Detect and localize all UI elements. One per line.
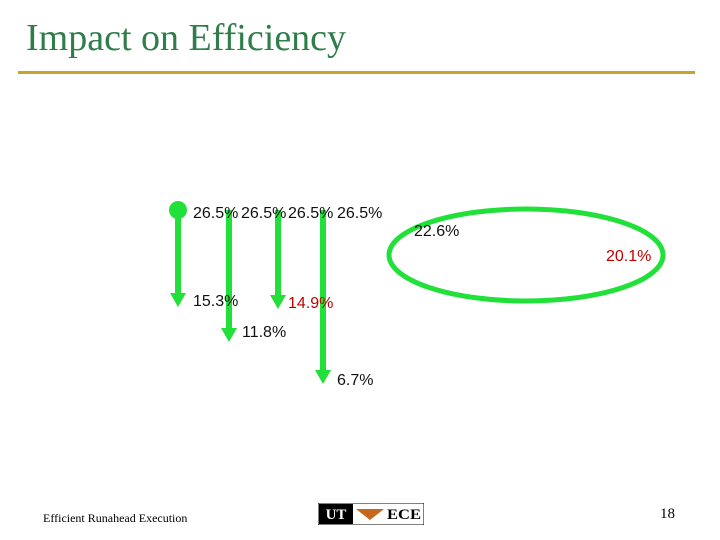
value-label-d: 6.7% bbox=[337, 372, 374, 389]
reduction-arrow-3 bbox=[270, 210, 286, 309]
title-divider bbox=[18, 71, 695, 74]
baseline-label-2: 26.5% bbox=[241, 205, 287, 222]
reduction-arrow-1 bbox=[170, 210, 186, 307]
value-label-a: 15.3% bbox=[193, 293, 239, 310]
value-label-e: 22.6% bbox=[414, 223, 460, 240]
reduction-arrow-4 bbox=[315, 210, 331, 384]
baseline-label-4: 26.5% bbox=[337, 205, 383, 222]
value-label-b: 11.8% bbox=[242, 324, 287, 341]
slide-title: Impact on Efficiency bbox=[26, 17, 347, 59]
highlight-ellipse bbox=[386, 206, 666, 304]
svg-text:ECE: ECE bbox=[387, 507, 421, 523]
footer-text: Efficient Runahead Execution bbox=[43, 511, 188, 525]
value-label-c: 14.9% bbox=[288, 295, 334, 312]
reduction-arrow-2 bbox=[221, 210, 237, 342]
baseline-label-1: 26.5% bbox=[193, 205, 239, 222]
ut-ece-logo: UT ECE bbox=[318, 503, 424, 525]
baseline-label-3: 26.5% bbox=[288, 205, 334, 222]
svg-text:UT: UT bbox=[326, 507, 347, 523]
value-label-f: 20.1% bbox=[606, 248, 652, 265]
page-number: 18 bbox=[660, 506, 675, 522]
